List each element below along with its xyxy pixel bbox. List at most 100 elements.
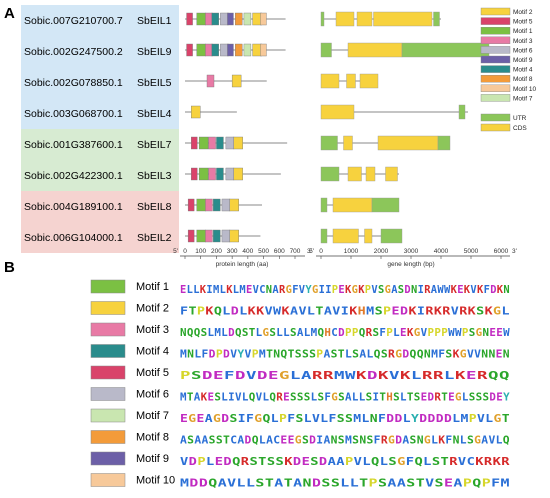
protein-motif-box <box>229 229 239 243</box>
logo-letter: D <box>319 455 328 468</box>
logo-letter: S <box>267 455 275 468</box>
logo-letter: Y <box>305 283 312 296</box>
logo-letter: L <box>187 283 194 296</box>
logo-letter: E <box>338 283 344 296</box>
protein-motif-box <box>231 74 242 88</box>
logo-letter: D <box>209 348 216 361</box>
logo-letter: S <box>214 391 221 404</box>
motif-name: Motif 2 <box>136 303 169 315</box>
motif-name: Motif 5 <box>136 367 169 379</box>
logo-letter: P <box>279 412 287 425</box>
logo-letter: Q <box>269 391 276 404</box>
logo-letter: T <box>407 391 414 404</box>
protein-motif-box <box>252 12 262 26</box>
logo-letter: V <box>421 326 428 339</box>
logo-letter: K <box>453 348 460 361</box>
logo-letter: F <box>224 369 234 382</box>
logo-letter: L <box>496 434 503 447</box>
logo-letter: T <box>416 477 425 490</box>
logo-letter: A <box>397 477 406 490</box>
logo-letter: G <box>455 391 462 404</box>
protein-motif-box <box>191 136 198 150</box>
logo-letter: R <box>276 391 283 404</box>
protein-motif-box <box>221 229 231 243</box>
logo-letter: I <box>319 283 325 296</box>
logo-letter: Q <box>410 348 417 361</box>
logo-letter: E <box>448 391 455 404</box>
logo-letter: N <box>503 348 510 361</box>
logo-letter: D <box>189 455 198 468</box>
logo-letter: L <box>350 477 359 490</box>
logo-letter: E <box>400 326 407 339</box>
gene-utr-segment <box>320 11 325 27</box>
protein-axis-tick-label: 600 <box>274 248 285 255</box>
gene-row-bg <box>21 36 179 67</box>
gene-row-bg <box>21 67 179 98</box>
logo-letter: S <box>476 391 483 404</box>
logo-letter: E <box>489 326 496 339</box>
logo-letter: N <box>453 434 460 447</box>
gene-cds-segment <box>346 73 356 89</box>
legend-swatch <box>480 123 511 132</box>
gene-utr-segment <box>380 228 403 244</box>
logo-letter: P <box>345 326 352 339</box>
logo-letter: S <box>191 369 201 382</box>
logo-letter: L <box>400 391 407 404</box>
logo-letter: A <box>218 477 227 490</box>
logo-letter: S <box>249 455 257 468</box>
logo-letter: D <box>419 412 427 425</box>
logo-letter: S <box>378 283 384 296</box>
logo-letter: S <box>304 391 311 404</box>
gene-cds-segment <box>377 135 439 151</box>
protein-motif-box <box>208 136 216 150</box>
motif-name: Motif 4 <box>136 346 169 358</box>
logo-letter: E <box>288 434 295 447</box>
motif-swatch <box>90 473 126 487</box>
logo-letter: P <box>369 477 378 490</box>
logo-letter: K <box>400 369 411 382</box>
gene-cds-segment <box>335 11 355 27</box>
logo-letter: V <box>354 455 363 468</box>
logo-letter: A <box>272 283 279 296</box>
legend-label: Motif 10 <box>513 86 537 93</box>
logo-letter: L <box>220 283 227 296</box>
logo-letter: S <box>337 412 345 425</box>
logo-letter: V <box>312 412 320 425</box>
logo-letter: S <box>378 477 387 490</box>
protein-motif-box <box>211 12 219 26</box>
gene-row-bg <box>21 5 179 36</box>
logo-letter: Q <box>208 477 217 490</box>
logo-letter: L <box>460 434 467 447</box>
legend-swatch <box>480 27 511 35</box>
logo-letter: Y <box>503 391 510 404</box>
logo-letter: W <box>455 326 462 339</box>
logo-letter: K <box>455 369 466 382</box>
logo-letter: P <box>332 283 339 296</box>
logo-letter: E <box>466 369 476 382</box>
logo-letter: A <box>301 369 312 382</box>
protein-motif-box <box>191 105 201 119</box>
motif-name: Motif 7 <box>136 410 169 422</box>
logo-letter: V <box>389 369 400 382</box>
protein-motif-box <box>260 43 267 57</box>
logo-letter: G <box>476 326 483 339</box>
protein-motif-box <box>243 12 252 26</box>
logo-letter: K <box>256 305 264 318</box>
logo-letter: S <box>435 477 444 490</box>
legend-label: Motif 4 <box>513 67 533 74</box>
logo-letter: S <box>373 326 380 339</box>
gene-axis-tick-label: 2000 <box>374 248 389 255</box>
protein-motif-box <box>227 43 234 57</box>
logo-letter: G <box>352 283 359 296</box>
logo-letter: K <box>497 283 504 296</box>
logo-letter: Q <box>187 326 194 339</box>
logo-letter: Q <box>235 326 242 339</box>
gene-axis-tick-label: 4000 <box>434 248 449 255</box>
logo-letter: I <box>316 434 323 447</box>
logo-letter: S <box>331 348 338 361</box>
logo-letter: F <box>202 348 209 361</box>
gene-utr-segment <box>437 135 451 151</box>
logo-letter: R <box>424 283 431 296</box>
